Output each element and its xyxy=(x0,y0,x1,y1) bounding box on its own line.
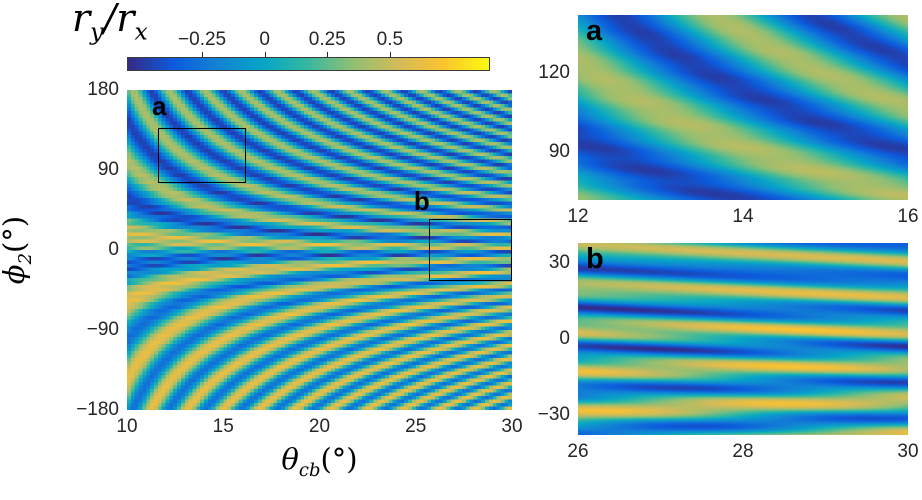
colorbar-label: ry/rx xyxy=(72,0,148,46)
phi-subscript: 2 xyxy=(14,252,36,265)
a-x-tick-label: 12 xyxy=(567,206,589,227)
colorbar-label-numerator-sub: y xyxy=(90,17,104,46)
theta-units: (°) xyxy=(320,442,358,476)
main-y-tick-label: 180 xyxy=(87,79,119,100)
a-y-tick-label: 120 xyxy=(538,62,570,84)
phi-units: (°) xyxy=(0,215,31,253)
b-y-tick-label: −30 xyxy=(537,403,570,425)
panel-b-letter: b xyxy=(586,243,604,275)
main-y-axis-label: ϕ2(°) xyxy=(0,175,36,325)
main-x-tick-label: 10 xyxy=(116,416,138,437)
colorbar xyxy=(127,57,490,71)
colorbar-label-denominator: r xyxy=(116,0,135,40)
colorbar-tick-label: 0 xyxy=(259,29,270,50)
main-annotation-letter-a: a xyxy=(152,90,167,121)
inset-box-b xyxy=(429,218,512,282)
main-annotation-letter-b: b xyxy=(413,185,430,216)
theta-subscript: cb xyxy=(298,459,321,481)
main-x-tick-label: 15 xyxy=(212,416,234,437)
main-y-tick-label: 90 xyxy=(97,159,119,180)
colorbar-tick-label: −0.25 xyxy=(178,29,227,50)
main-x-tick-label: 20 xyxy=(308,416,331,437)
heatmap-b xyxy=(578,243,908,435)
colorbar-tick-mark xyxy=(327,52,329,57)
b-y-tick-label: 0 xyxy=(559,328,570,349)
colorbar-tick-label: 0.5 xyxy=(376,29,404,50)
inset-panel-b: b xyxy=(578,243,908,435)
b-x-tick-label: 26 xyxy=(567,441,589,462)
colorbar-label-denominator-sub: x xyxy=(134,17,148,46)
b-x-tick-label: 28 xyxy=(732,441,754,462)
b-y-tick-label: 30 xyxy=(548,252,570,274)
main-x-axis-label: θcb(°) xyxy=(245,442,395,481)
theta-symbol: θ xyxy=(281,442,299,476)
colorbar-tick-mark xyxy=(202,52,204,57)
heatmap-main xyxy=(127,90,512,410)
panel-a-letter: a xyxy=(586,15,603,47)
phi-symbol: ϕ xyxy=(0,264,31,285)
colorbar-gradient xyxy=(128,58,489,70)
a-x-tick-label: 14 xyxy=(732,206,754,227)
main-x-tick-label: 25 xyxy=(405,416,427,437)
inset-box-a xyxy=(157,128,247,184)
colorbar-label-numerator: r xyxy=(72,0,91,40)
colorbar-tick-mark xyxy=(389,52,391,57)
inset-panel-a: a xyxy=(578,15,908,200)
colorbar-tick-mark xyxy=(264,52,266,57)
main-y-tick-label: 0 xyxy=(108,239,119,260)
main-x-tick-label: 30 xyxy=(501,416,523,437)
main-y-tick-label: −180 xyxy=(76,399,119,420)
colorbar-tick-label: 0.25 xyxy=(308,29,346,50)
a-x-tick-label: 16 xyxy=(897,206,919,227)
a-y-tick-label: 90 xyxy=(548,141,570,163)
heatmap-a xyxy=(578,15,908,200)
main-y-tick-label: −90 xyxy=(86,319,119,340)
colorbar-label-slash: / xyxy=(103,0,117,40)
b-x-tick-label: 30 xyxy=(897,441,919,462)
